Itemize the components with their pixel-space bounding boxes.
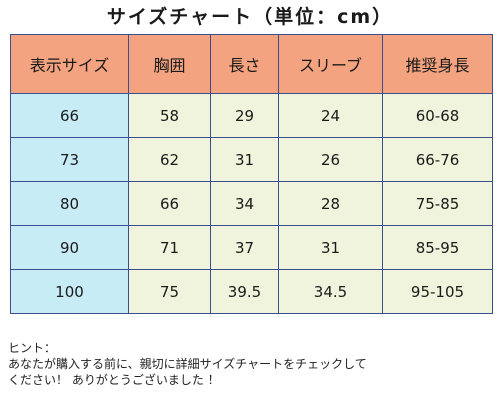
cell-length: 34 [210,181,279,226]
hint-note: ヒント： あなたが購入する前に、親切に詳細サイズチャートをチェックして ください… [8,340,494,388]
cell-display-size: 73 [10,137,129,182]
cell-recommended-height: 85-95 [382,225,493,270]
hint-label: ヒント： [8,341,57,355]
header-sleeve: スリーブ [278,34,383,94]
cell-recommended-height: 60-68 [382,93,493,138]
cell-length: 39.5 [210,269,279,314]
header-length: 長さ [210,34,279,94]
cell-chest: 75 [128,269,211,314]
cell-sleeve: 28 [278,181,383,226]
cell-sleeve: 24 [278,93,383,138]
table-row: 80 66 34 28 75-85 [10,181,493,226]
hint-line-1: あなたが購入する前に、親切に詳細サイズチャートをチェックして [8,357,367,371]
cell-sleeve: 34.5 [278,269,383,314]
header-display-size: 表示サイズ [10,34,129,94]
cell-display-size: 66 [10,93,129,138]
hint-line-2: ください！ ありがとうございました ！ [8,373,220,387]
header-row: 表示サイズ 胸囲 長さ スリーブ 推奨身長 [10,34,493,94]
cell-length: 29 [210,93,279,138]
cell-recommended-height: 75-85 [382,181,493,226]
cell-chest: 71 [128,225,211,270]
cell-length: 37 [210,225,279,270]
table-row: 90 71 37 31 85-95 [10,225,493,270]
header-recommended-height: 推奨身長 [382,34,493,94]
header-chest: 胸囲 [128,34,211,94]
cell-chest: 66 [128,181,211,226]
cell-sleeve: 26 [278,137,383,182]
cell-display-size: 90 [10,225,129,270]
cell-recommended-height: 95-105 [382,269,493,314]
cell-chest: 62 [128,137,211,182]
size-chart-table: 表示サイズ 胸囲 長さ スリーブ 推奨身長 66 58 29 24 60-68 … [10,34,493,314]
table-row: 100 75 39.5 34.5 95-105 [10,269,493,314]
cell-display-size: 80 [10,181,129,226]
table-row: 66 58 29 24 60-68 [10,93,493,138]
chart-title: サイズチャート（単位：cm） [106,6,394,28]
cell-display-size: 100 [10,269,129,314]
cell-sleeve: 31 [278,225,383,270]
table-row: 73 62 31 26 66-76 [10,137,493,182]
cell-chest: 58 [128,93,211,138]
cell-length: 31 [210,137,279,182]
cell-recommended-height: 66-76 [382,137,493,182]
